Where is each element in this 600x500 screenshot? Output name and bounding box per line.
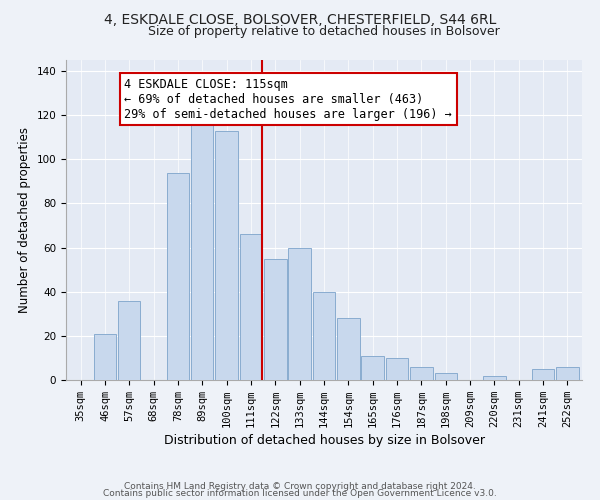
- Bar: [215, 130, 238, 380]
- Text: 4 ESKDALE CLOSE: 115sqm
← 69% of detached houses are smaller (463)
29% of semi-d: 4 ESKDALE CLOSE: 115sqm ← 69% of detache…: [124, 78, 452, 120]
- Bar: [361, 356, 384, 380]
- Text: 4, ESKDALE CLOSE, BOLSOVER, CHESTERFIELD, S44 6RL: 4, ESKDALE CLOSE, BOLSOVER, CHESTERFIELD…: [104, 12, 496, 26]
- Bar: [167, 172, 189, 380]
- Bar: [532, 369, 554, 380]
- Bar: [410, 367, 433, 380]
- Bar: [434, 374, 457, 380]
- Bar: [191, 120, 214, 380]
- Text: Contains public sector information licensed under the Open Government Licence v3: Contains public sector information licen…: [103, 488, 497, 498]
- Title: Size of property relative to detached houses in Bolsover: Size of property relative to detached ho…: [148, 25, 500, 38]
- Bar: [556, 367, 578, 380]
- Bar: [483, 376, 506, 380]
- X-axis label: Distribution of detached houses by size in Bolsover: Distribution of detached houses by size …: [163, 434, 485, 447]
- Bar: [337, 318, 359, 380]
- Bar: [264, 258, 287, 380]
- Text: Contains HM Land Registry data © Crown copyright and database right 2024.: Contains HM Land Registry data © Crown c…: [124, 482, 476, 491]
- Bar: [289, 248, 311, 380]
- Bar: [313, 292, 335, 380]
- Bar: [94, 334, 116, 380]
- Bar: [240, 234, 262, 380]
- Bar: [386, 358, 408, 380]
- Bar: [118, 300, 140, 380]
- Y-axis label: Number of detached properties: Number of detached properties: [18, 127, 31, 313]
